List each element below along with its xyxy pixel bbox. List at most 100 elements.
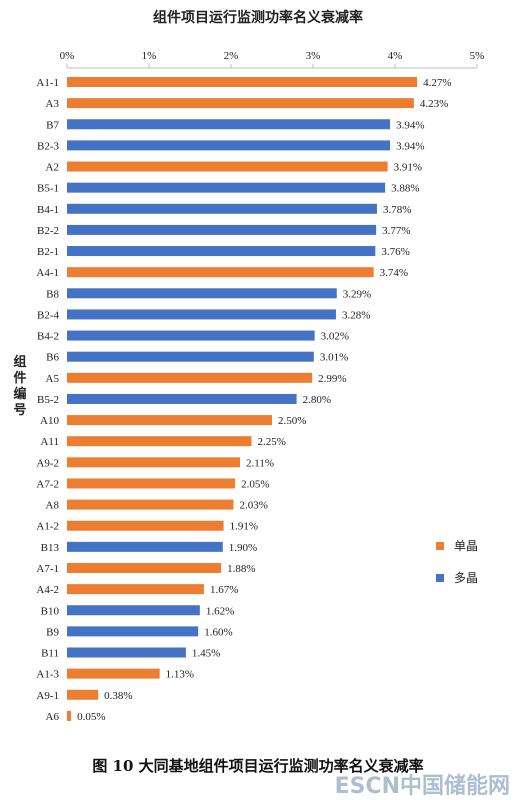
- watermark: ESCN中国储能网: [335, 773, 510, 799]
- category-label: A4-2: [36, 584, 59, 596]
- bar-A1-2: [67, 520, 224, 531]
- y-axis-label-char: 编: [13, 386, 26, 402]
- category-label: A3: [46, 98, 60, 110]
- bar-A11: [67, 436, 252, 447]
- y-axis-label-char: 号: [13, 403, 26, 418]
- legend-label: 多晶: [454, 571, 478, 585]
- bar-B4-1: [67, 203, 377, 214]
- category-label: B11: [41, 648, 59, 660]
- x-tick-label: 0%: [60, 50, 75, 62]
- value-label: 1.45%: [192, 648, 220, 660]
- bar-B9: [67, 626, 199, 637]
- chart-title: 组件项目运行监测功率名义衰减率: [153, 9, 363, 26]
- legend-swatch: [436, 542, 444, 550]
- value-label: 3.78%: [383, 204, 411, 216]
- y-axis-label-char: 组: [13, 354, 26, 370]
- value-label: 1.90%: [229, 542, 257, 554]
- x-axis: 0% 1% 2% 3% 4% 5%: [60, 50, 484, 69]
- value-label: 1.88%: [227, 563, 255, 575]
- bar-B5-1: [67, 182, 386, 193]
- value-label: 3.94%: [396, 119, 424, 131]
- legend-swatch: [436, 574, 444, 582]
- value-label: 3.28%: [342, 309, 370, 321]
- value-label: 2.50%: [278, 415, 306, 427]
- value-label: 1.91%: [230, 521, 258, 533]
- figure-caption: 图 10 大同基地组件项目运行监测功率名义衰减率: [92, 757, 423, 775]
- x-tick-label: 1%: [142, 50, 157, 62]
- category-label: B2-3: [37, 140, 60, 152]
- category-label: B4-1: [37, 204, 59, 216]
- category-label: B13: [41, 542, 60, 554]
- bar-A4-1: [67, 267, 374, 278]
- category-label: A1-3: [36, 669, 59, 681]
- legend-label: 单晶: [454, 539, 478, 553]
- bar-A3: [67, 98, 414, 109]
- category-label: B2-2: [37, 225, 59, 237]
- bar-A10: [67, 415, 272, 426]
- value-label: 3.94%: [396, 140, 424, 152]
- value-label: 3.74%: [380, 267, 408, 279]
- bars-group: [67, 77, 418, 721]
- value-label: 3.29%: [343, 288, 371, 300]
- value-label: 3.01%: [320, 352, 348, 364]
- category-label: A9-2: [36, 457, 59, 469]
- bar-B8: [67, 288, 337, 299]
- category-label: B9: [46, 626, 59, 638]
- caption-text: 大同基地组件项目运行监测功率名义衰减率: [139, 757, 424, 775]
- value-label: 1.60%: [204, 626, 232, 638]
- value-label: 4.23%: [420, 98, 448, 110]
- bar-A7-2: [67, 478, 236, 489]
- bar-A8: [67, 499, 234, 510]
- value-label: 2.05%: [241, 478, 269, 490]
- bar-B10: [67, 605, 200, 616]
- category-label: A7-1: [36, 563, 59, 575]
- category-label: A4-1: [36, 267, 59, 279]
- category-label: A11: [40, 436, 59, 448]
- bar-B2-3: [67, 140, 391, 151]
- category-label: B5-2: [37, 394, 59, 406]
- category-label: A10: [40, 415, 59, 427]
- category-label: A1-1: [36, 77, 59, 89]
- value-label: 3.02%: [321, 331, 349, 343]
- value-label: 2.03%: [239, 500, 267, 512]
- bar-A9-1: [67, 689, 99, 700]
- category-label: A8: [46, 500, 60, 512]
- category-label: A1-2: [36, 521, 59, 533]
- bar-B2-2: [67, 224, 377, 235]
- bar-A1-1: [67, 77, 418, 87]
- value-label: 2.99%: [318, 373, 346, 385]
- y-axis-label-char: 件: [13, 370, 26, 386]
- caption-number: 图 10: [92, 757, 138, 775]
- category-label: B5-1: [37, 183, 59, 195]
- value-label: 3.91%: [394, 162, 422, 174]
- category-label: A7-2: [36, 478, 59, 490]
- value-label: 3.77%: [382, 225, 410, 237]
- category-label: B8: [46, 288, 59, 300]
- bar-B13: [67, 541, 223, 552]
- category-label: B4-2: [37, 331, 59, 343]
- value-label: 2.80%: [303, 394, 331, 406]
- category-label: B2-1: [37, 246, 59, 258]
- value-label: 4.27%: [423, 77, 451, 89]
- bar-B4-2: [67, 330, 315, 341]
- category-label: B10: [41, 605, 60, 617]
- category-label: A6: [46, 711, 60, 723]
- bar-A9-2: [67, 457, 241, 468]
- value-label: 2.11%: [246, 457, 274, 469]
- bar-A6: [67, 710, 72, 721]
- category-labels: A1-1 A3 B7 B2-3 A2 B5-1 B4-1 B2-2 B2-1 A4-1 B8 B2-4…: [36, 77, 59, 723]
- category-label: A9-1: [36, 690, 59, 702]
- x-tick-label: 3%: [306, 50, 321, 62]
- x-tick-label: 4%: [388, 50, 403, 62]
- bar-A4-2: [67, 584, 204, 595]
- category-label: B7: [46, 119, 59, 131]
- category-label: A5: [46, 373, 60, 385]
- value-labels: 4.27% 4.23% 3.94% 3.94% 3.91% 3.88% 3.78% 3.77%…: [77, 77, 451, 723]
- category-label: B6: [46, 352, 59, 364]
- x-tick-label: 2%: [224, 50, 239, 62]
- bar-B11: [67, 647, 186, 658]
- value-label: 0.38%: [104, 690, 132, 702]
- bar-B2-1: [67, 246, 376, 257]
- bar-B6: [67, 351, 314, 362]
